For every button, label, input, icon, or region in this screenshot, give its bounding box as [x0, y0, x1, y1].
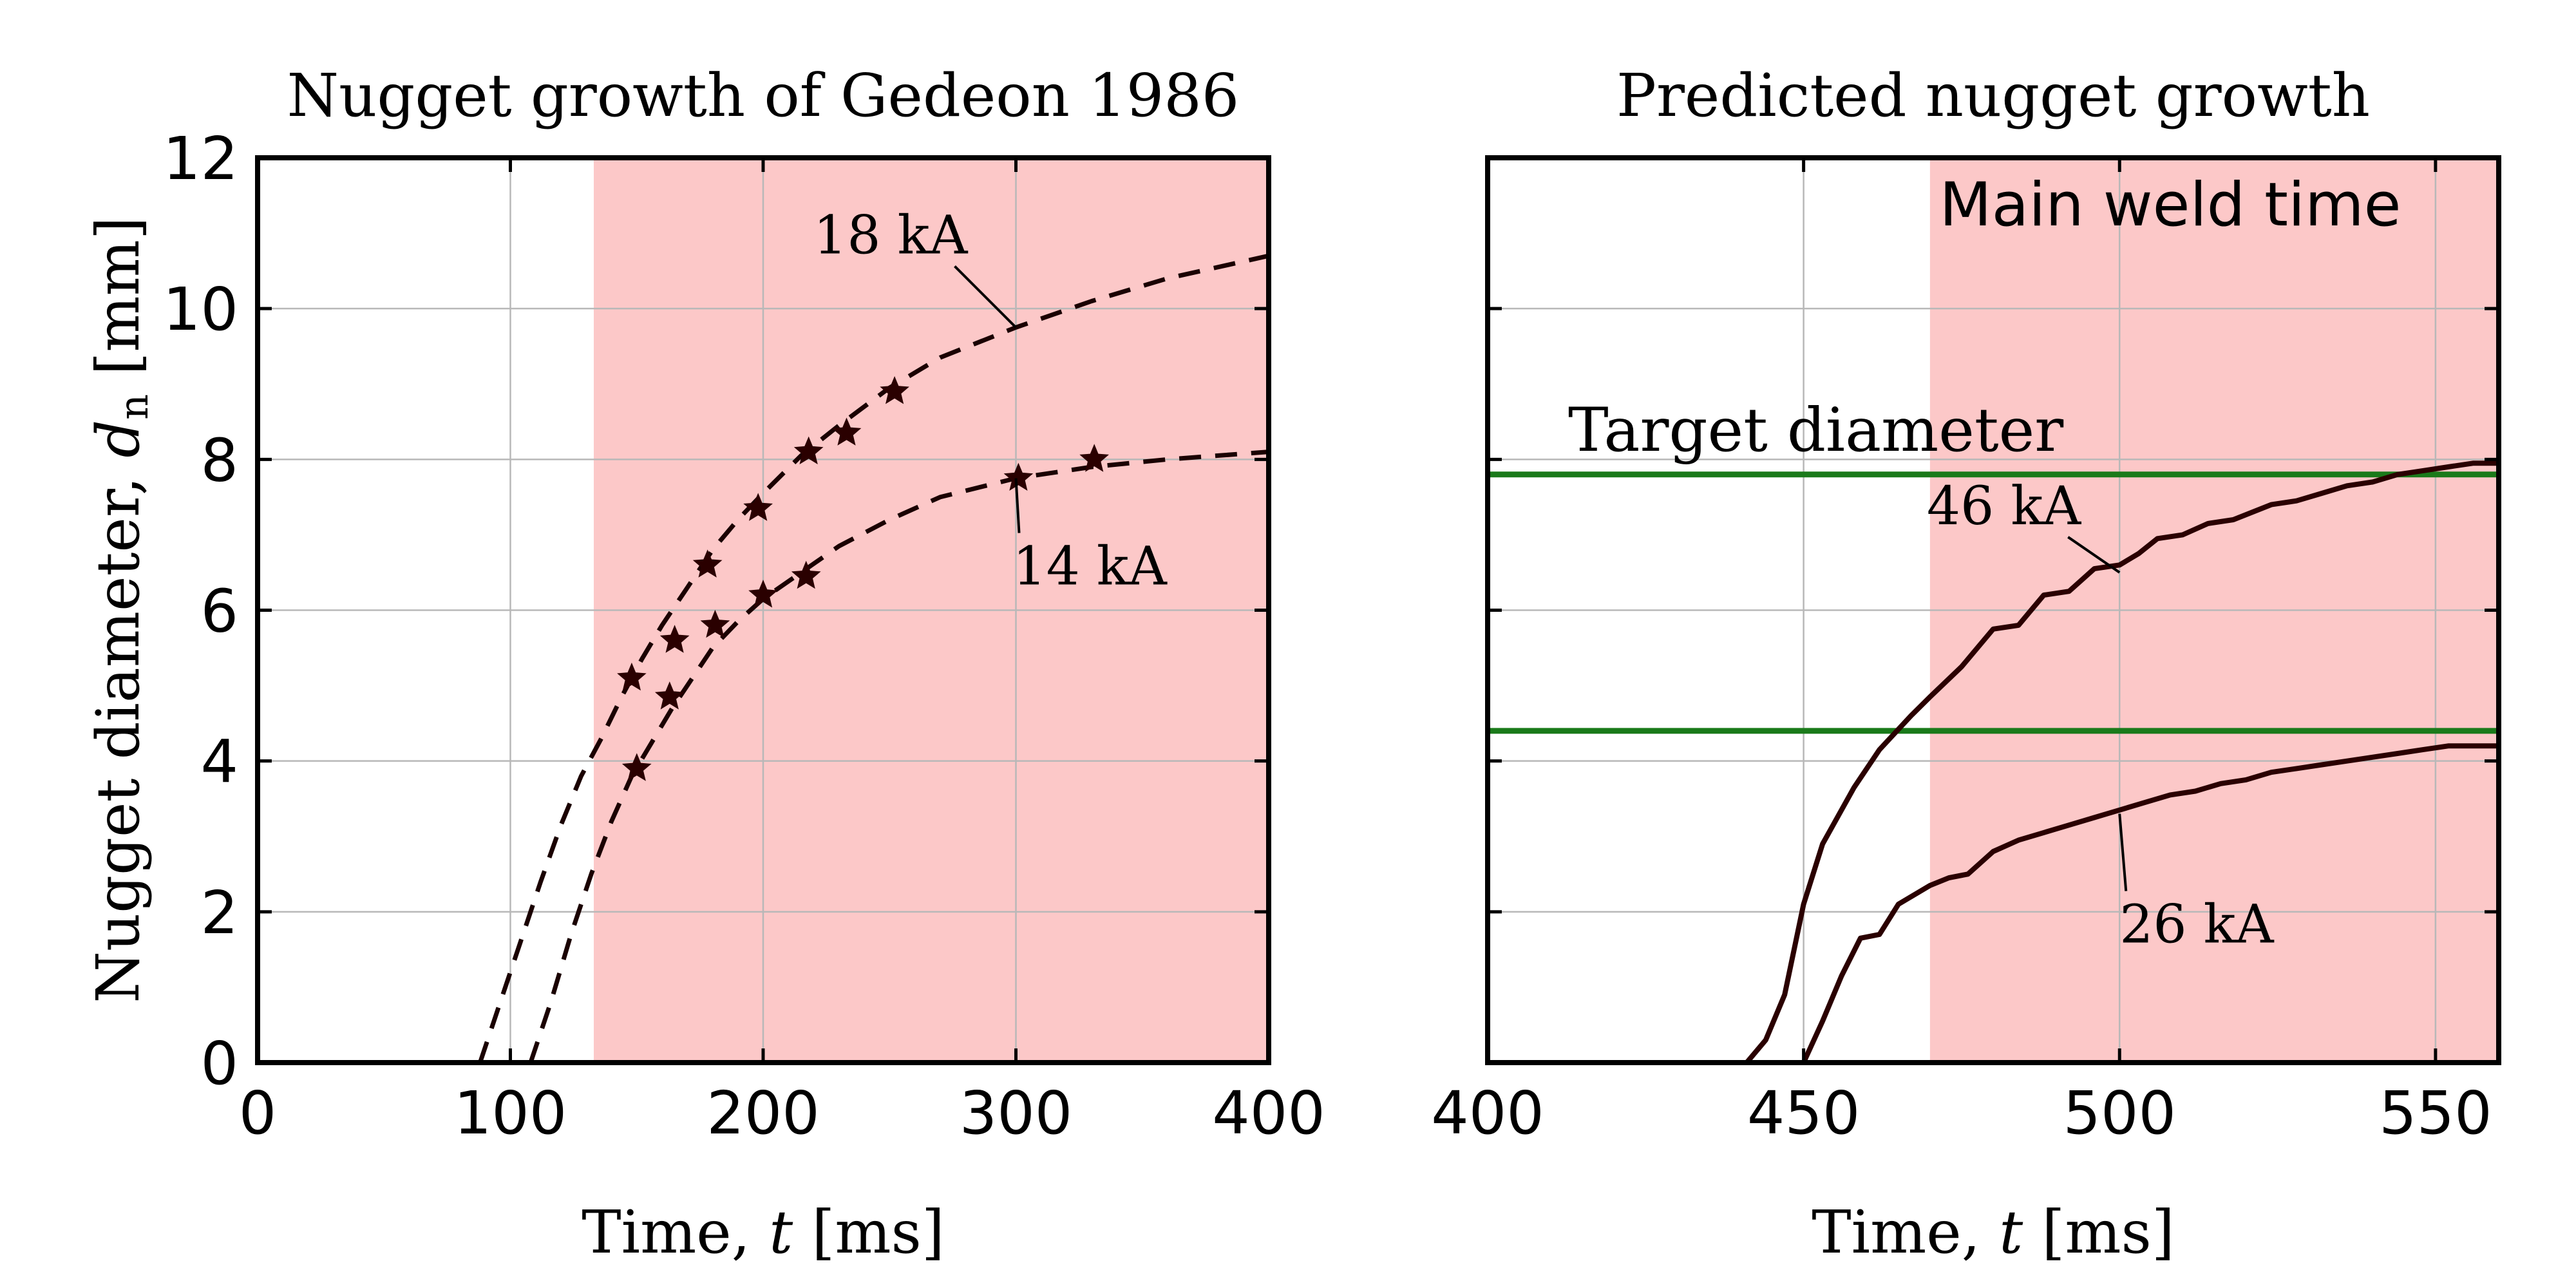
measured-point [692, 549, 723, 578]
shaded-region-label: Main weld time [1939, 170, 2401, 240]
panel-gedeon: 18 kA 14 kA 0 100 200 300 400 0 2 4 6 8 10 12 Nugget… [84, 61, 1325, 1267]
x-tick-label: 100 [454, 1079, 567, 1148]
series-label: 18 kA [813, 205, 969, 266]
x-tick-label: 500 [2063, 1079, 2176, 1148]
measured-point [1003, 462, 1034, 491]
y-tick-label: 12 [163, 124, 238, 193]
measured-point [617, 662, 647, 691]
series-line-18ka [478, 253, 1269, 1064]
y-tick-label: 10 [163, 275, 238, 344]
x-axis-label: Time, t [ms] [1812, 1198, 2174, 1267]
series-line-26ka [1488, 743, 2499, 1065]
x-tick-label: 200 [706, 1079, 820, 1148]
measured-point [743, 493, 773, 521]
measured-point [659, 625, 690, 653]
series-line-46ka [1488, 460, 2499, 1065]
chart-title: Nugget growth of Gedeon 1986 [287, 61, 1240, 130]
target-lines-label: Target diameter [1568, 395, 2063, 466]
label-leader [2118, 813, 2128, 891]
y-tick-label: 6 [200, 577, 238, 646]
series-label: 26 kA [2119, 895, 2275, 956]
label-leader [2067, 536, 2121, 574]
x-tick-label: 300 [960, 1079, 1073, 1148]
y-tick-label: 8 [200, 426, 238, 495]
y-tick-label: 4 [200, 728, 238, 797]
y-axis-label: Nugget diameter, dn [mm] [84, 216, 157, 1003]
measured-point [880, 376, 909, 404]
series-label: 46 kA [1927, 476, 2082, 537]
chart-title: Predicted nugget growth [1616, 61, 2370, 130]
y-tick-label: 0 [200, 1029, 238, 1098]
x-tick-label: 550 [2379, 1079, 2492, 1148]
series-line-14ka [528, 450, 1269, 1064]
measured-point [654, 681, 685, 710]
measured-point [748, 580, 778, 608]
measured-point [621, 753, 652, 781]
x-axis-label: Time, t [ms] [582, 1198, 944, 1267]
measured-point [1079, 444, 1109, 472]
measured-point [700, 609, 730, 638]
measured-point [793, 436, 824, 464]
measured-point [791, 560, 821, 589]
x-tick-label: 400 [1431, 1079, 1544, 1148]
series-label: 14 kA [1013, 536, 1168, 598]
panel-predicted: 46 kA 26 kA 400 450 500 550 Predicted nugget… [1431, 61, 2501, 1267]
measured-point [831, 417, 862, 446]
y-tick-label: 2 [200, 878, 238, 947]
x-tick-label: 400 [1212, 1079, 1325, 1148]
label-leader [954, 265, 1017, 328]
x-tick-label: 450 [1747, 1079, 1861, 1148]
x-tick-label: 0 [239, 1079, 277, 1148]
label-leader [1014, 478, 1021, 533]
